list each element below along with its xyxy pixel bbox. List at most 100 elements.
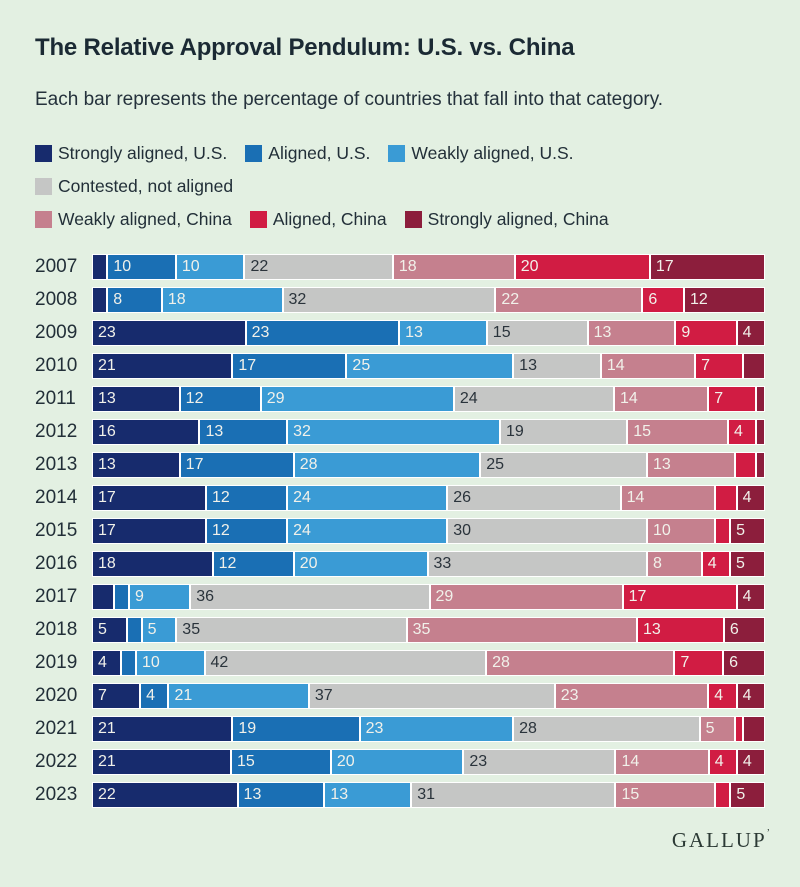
bar-segment: 4: [708, 683, 737, 709]
infographic: The Relative Approval Pendulum: U.S. vs.…: [35, 34, 766, 808]
bar-segment: 13: [199, 419, 288, 445]
legend-item: Weakly aligned, China: [35, 209, 232, 230]
bar-segment: 22: [244, 254, 393, 280]
bar-segment: 13: [587, 320, 676, 346]
bar-segment: 7: [708, 386, 757, 412]
row-year-label: 2008: [35, 289, 78, 310]
bar-segment: 13: [92, 452, 180, 478]
segment-value-label: 13: [205, 423, 224, 440]
segment-value-label: 13: [98, 390, 116, 407]
bar-segment: 15: [615, 782, 716, 808]
stacked-bar: 17 12 24 26 14 4: [92, 485, 765, 511]
segment-value-label: 23: [469, 753, 488, 770]
page-title: The Relative Approval Pendulum: U.S. vs.…: [35, 34, 575, 61]
segment-value-label: 17: [655, 258, 674, 275]
segment-value-label: 30: [453, 522, 472, 539]
segment-value-label: 22: [250, 258, 269, 275]
bar-segment: 18: [392, 254, 515, 280]
chart-row-2007: 2007 10 10 22 18 20 17: [35, 254, 765, 280]
chart-row-2017: 2017 9 36 29 17 4: [35, 584, 765, 610]
stacked-bar: 8 18 32 22 6 12: [92, 287, 766, 313]
bar-segment: [756, 452, 765, 478]
bar-segment: 15: [627, 419, 729, 445]
legend-item: Aligned, U.S.: [245, 143, 370, 164]
stacked-bar: 13 17 28 25 13: [92, 452, 765, 478]
bar-segment: 21: [92, 749, 232, 775]
row-year-label: 2011: [35, 388, 76, 409]
bar-segment: 33: [427, 551, 647, 577]
segment-value-label: 5: [736, 522, 745, 539]
segment-value-label: 5: [736, 555, 745, 572]
bar-segment: 8: [107, 287, 162, 313]
legend-label: Strongly aligned, U.S.: [58, 143, 228, 163]
segment-value-label: 17: [98, 489, 116, 506]
segment-value-label: 28: [519, 720, 537, 737]
row-year-label: 2020: [35, 685, 78, 706]
segment-value-label: 5: [98, 621, 107, 638]
legend-swatch-icon: [388, 145, 406, 162]
bar-segment: 18: [161, 287, 283, 313]
segment-value-label: 13: [243, 786, 262, 803]
bar-segment: 17: [179, 452, 294, 478]
legend-label: Contested, not aligned: [58, 176, 234, 196]
bar-segment: 4: [728, 419, 757, 445]
segment-value-label: 36: [196, 588, 215, 605]
legend-label: Aligned, U.S.: [268, 143, 371, 163]
bar-segment: 21: [92, 716, 233, 742]
segment-value-label: 35: [412, 621, 431, 638]
row-year-label: 2016: [35, 553, 78, 574]
bar-segment: 17: [622, 584, 737, 610]
legend-item: Strongly aligned, China: [404, 209, 609, 230]
bar-segment: 13: [92, 386, 180, 412]
bar-segment: 22: [495, 287, 643, 313]
segment-value-label: 17: [185, 456, 204, 473]
bar-segment: 35: [176, 617, 407, 643]
bar-segment: 13: [324, 782, 412, 808]
stacked-bar: 9 36 29 17 4: [92, 584, 765, 610]
bar-segment: 31: [411, 782, 616, 808]
segment-value-label: 12: [185, 390, 204, 407]
bar-segment: [734, 452, 757, 478]
bar-segment: 12: [206, 518, 288, 544]
segment-value-label: 12: [218, 555, 237, 572]
bar-segment: 5: [730, 518, 766, 544]
segment-value-label: 19: [238, 720, 257, 737]
stacked-bar: 4 10 42 28 7 6: [92, 650, 765, 676]
bar-segment: 23: [554, 683, 709, 709]
legend-item: Contested, not aligned: [35, 176, 233, 197]
segment-value-label: 23: [98, 324, 116, 341]
stacked-bar: 21 17 25 13 14 7: [92, 353, 765, 379]
bar-segment: [92, 254, 108, 280]
stacked-bar: 22 13 13 31 15 5: [92, 782, 766, 808]
legend: Strongly aligned, U.S. Aligned, U.S. Weakl…: [35, 143, 765, 230]
segment-value-label: 13: [593, 324, 612, 341]
bar-segment: 4: [701, 551, 731, 577]
bar-segment: 29: [260, 386, 454, 412]
stacked-bar: 10 10 22 18 20 17: [92, 254, 765, 280]
bar-segment: 4: [708, 749, 737, 775]
bar-segment: 13: [646, 452, 735, 478]
bar-segment: 5: [730, 782, 766, 808]
stacked-bar: 18 12 20 33 8 4 5: [92, 551, 765, 577]
segment-value-label: 14: [606, 357, 625, 374]
bar-segment: [120, 650, 136, 676]
stacked-bar: 7 4 21 37 23 4 4: [92, 683, 765, 709]
bar-segment: 7: [674, 650, 724, 676]
bar-segment: 32: [282, 287, 496, 313]
bar-segment: 35: [406, 617, 638, 643]
bar-segment: 14: [614, 386, 709, 412]
row-year-label: 2010: [35, 355, 78, 376]
segment-value-label: 10: [141, 654, 160, 671]
chart-row-2010: 2010 21 17 25 13 14 7: [35, 353, 765, 379]
bar-segment: 4: [736, 584, 765, 610]
bar-segment: 24: [287, 485, 448, 511]
legend-label: Weakly aligned, U.S.: [411, 143, 574, 163]
segment-value-label: 42: [210, 654, 229, 671]
segment-value-label: 10: [113, 258, 132, 275]
bar-segment: 8: [646, 551, 702, 577]
stacked-bar: 21 19 23 28 5: [92, 716, 765, 742]
stacked-bar: 23 23 13 15 13 9 4: [92, 320, 765, 346]
legend-row: Weakly aligned, China Aligned, China Stron…: [35, 209, 765, 230]
segment-value-label: 23: [560, 687, 579, 704]
bar-segment: 15: [231, 749, 331, 775]
